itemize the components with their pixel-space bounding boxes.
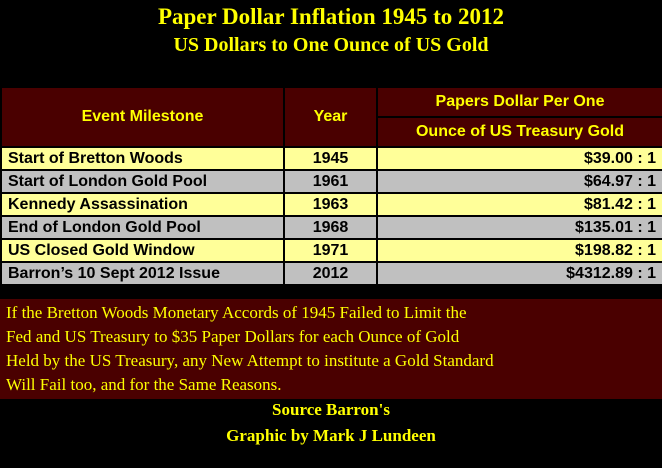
- table-row: End of London Gold Pool 1968 $135.01 : 1: [0, 215, 662, 240]
- table-cell: Start of Bretton Woods: [0, 146, 285, 171]
- table-cell: US Closed Gold Window: [0, 238, 285, 263]
- table-row: US Closed Gold Window 1971 $198.82 : 1: [0, 238, 662, 263]
- table-cell: Kennedy Assassination: [0, 192, 285, 217]
- table-cell: 1945: [283, 146, 378, 171]
- credit: Graphic by Mark J Lundeen: [226, 426, 436, 445]
- note-line: Held by the US Treasury, any New Attempt…: [6, 351, 494, 370]
- table-cell: End of London Gold Pool: [0, 215, 285, 240]
- table-cell: 1971: [283, 238, 378, 263]
- subtitle: US Dollars to One Ounce of US Gold: [173, 34, 489, 56]
- title: Paper Dollar Inflation 1945 to 2012: [157, 4, 505, 29]
- table-cell: Start of London Gold Pool: [0, 169, 285, 194]
- table-row: Start of London Gold Pool 1961 $64.97 : 1: [0, 169, 662, 194]
- table-cell: 1968: [283, 215, 378, 240]
- column-header: Year: [283, 86, 378, 148]
- table-cell: Barron’s 10 Sept 2012 Issue: [0, 261, 285, 286]
- table-cell: $81.42 : 1: [376, 192, 662, 217]
- header-row: Ounce of US Treasury Gold: [1, 116, 662, 148]
- table-cell: $135.01 : 1: [376, 215, 662, 240]
- table-cell: $198.82 : 1: [376, 238, 662, 263]
- table-row: Start of Bretton Woods 1945 $39.00 : 1: [0, 146, 662, 171]
- table-cell: 2012: [283, 261, 378, 286]
- table-cell: $4312.89 : 1: [376, 261, 662, 286]
- column-header: Event Milestone: [0, 86, 285, 148]
- header-row: Event Milestone Year Papers Dollar Per O…: [0, 86, 662, 148]
- column-header: Papers Dollar Per One: [376, 86, 662, 118]
- table-cell: $64.97 : 1: [376, 169, 662, 194]
- table: Event Milestone Year Papers Dollar Per O…: [0, 86, 662, 286]
- note-line: Will Fail too, and for the Same Reasons.: [6, 375, 282, 394]
- table-row: Kennedy Assassination 1963 $81.42 : 1: [0, 192, 662, 217]
- table-row: Barron’s 10 Sept 2012 Issue 2012 $4312.89 …: [0, 261, 662, 286]
- source: Source Barron's: [272, 400, 390, 419]
- table-cell: 1963: [283, 192, 378, 217]
- note: If the Bretton Woods Monetary Accords of…: [0, 299, 662, 399]
- table-cell: $39.00 : 1: [376, 146, 662, 171]
- table-cell: 1961: [283, 169, 378, 194]
- note-line: Fed and US Treasury to $35 Paper Dollars…: [6, 327, 460, 346]
- column-header: Ounce of US Treasury Gold: [376, 116, 662, 148]
- note-line: If the Bretton Woods Monetary Accords of…: [6, 303, 467, 322]
